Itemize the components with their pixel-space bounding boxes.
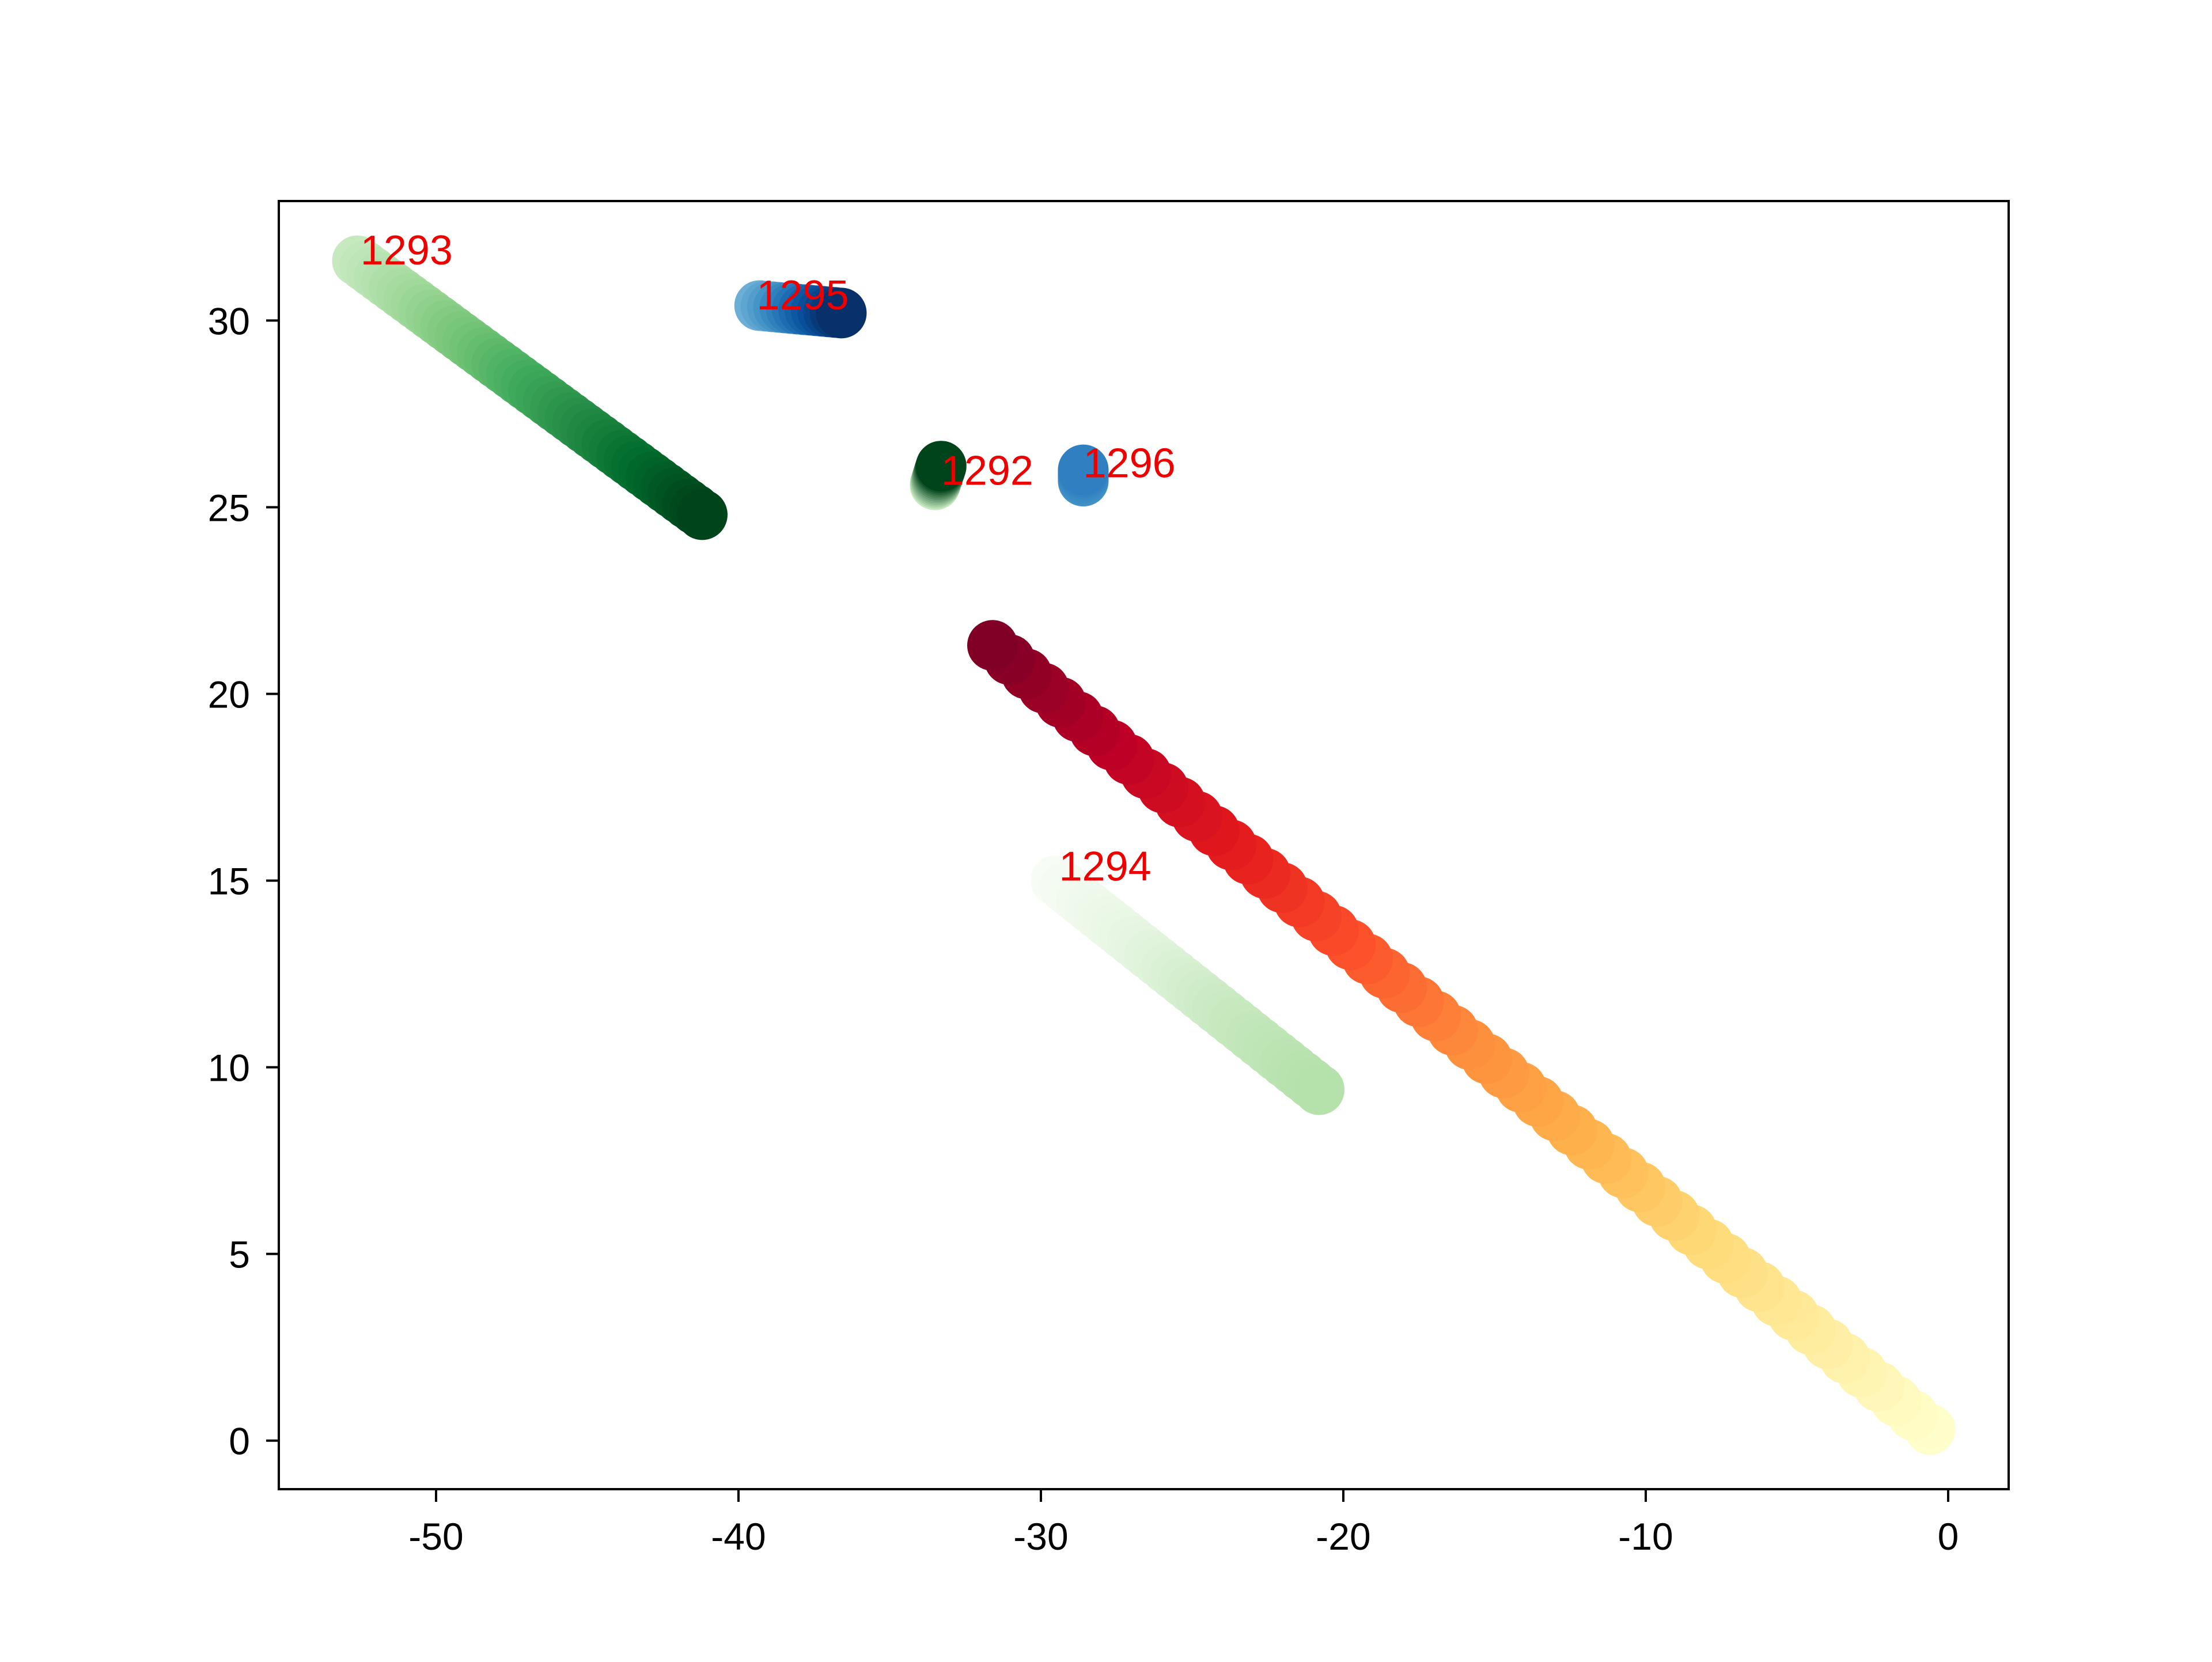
x-tick-label: -30 (1013, 1515, 1068, 1558)
series-1295 (734, 280, 867, 339)
annotation-label: 1292 (941, 448, 1033, 494)
x-tick-label: -10 (1618, 1515, 1673, 1558)
annotation-label: 1294 (1059, 844, 1152, 890)
y-tick-label: 10 (208, 1047, 250, 1089)
series-1296 (1058, 444, 1109, 507)
annotation-label: 1295 (757, 272, 849, 319)
y-tick-label: 5 (229, 1233, 250, 1276)
x-tick-label: 0 (1938, 1515, 1959, 1558)
data-point (967, 620, 1018, 671)
x-tick-label: -40 (711, 1515, 766, 1558)
y-tick-label: 25 (208, 486, 250, 529)
x-tick-label: -50 (408, 1515, 463, 1558)
data-points (332, 235, 1956, 1455)
y-tick-label: 30 (208, 300, 250, 342)
series-1292 (910, 441, 967, 510)
y-tick-label: 20 (208, 673, 250, 716)
y-tick-label: 0 (229, 1420, 250, 1463)
data-point (1058, 444, 1109, 495)
x-axis: -50 -40 -30 -20 -10 0 (408, 1489, 1959, 1558)
y-tick-label: 15 (208, 860, 250, 903)
data-point (816, 287, 867, 339)
data-point (915, 441, 967, 492)
series-1294 (1031, 855, 1344, 1115)
series-1293 (332, 235, 728, 540)
annotation-label: 1293 (361, 228, 453, 274)
annotation-labels: 1292 1293 1294 1295 1296 (361, 228, 1176, 889)
y-axis: 0 5 10 15 20 25 30 (208, 300, 279, 1463)
data-point (677, 489, 728, 540)
annotation-label: 1296 (1084, 441, 1176, 487)
x-tick-label: -20 (1316, 1515, 1370, 1558)
plot-frame (278, 200, 2010, 1490)
data-point (1294, 1064, 1344, 1115)
series-unlabeled (967, 620, 1956, 1455)
